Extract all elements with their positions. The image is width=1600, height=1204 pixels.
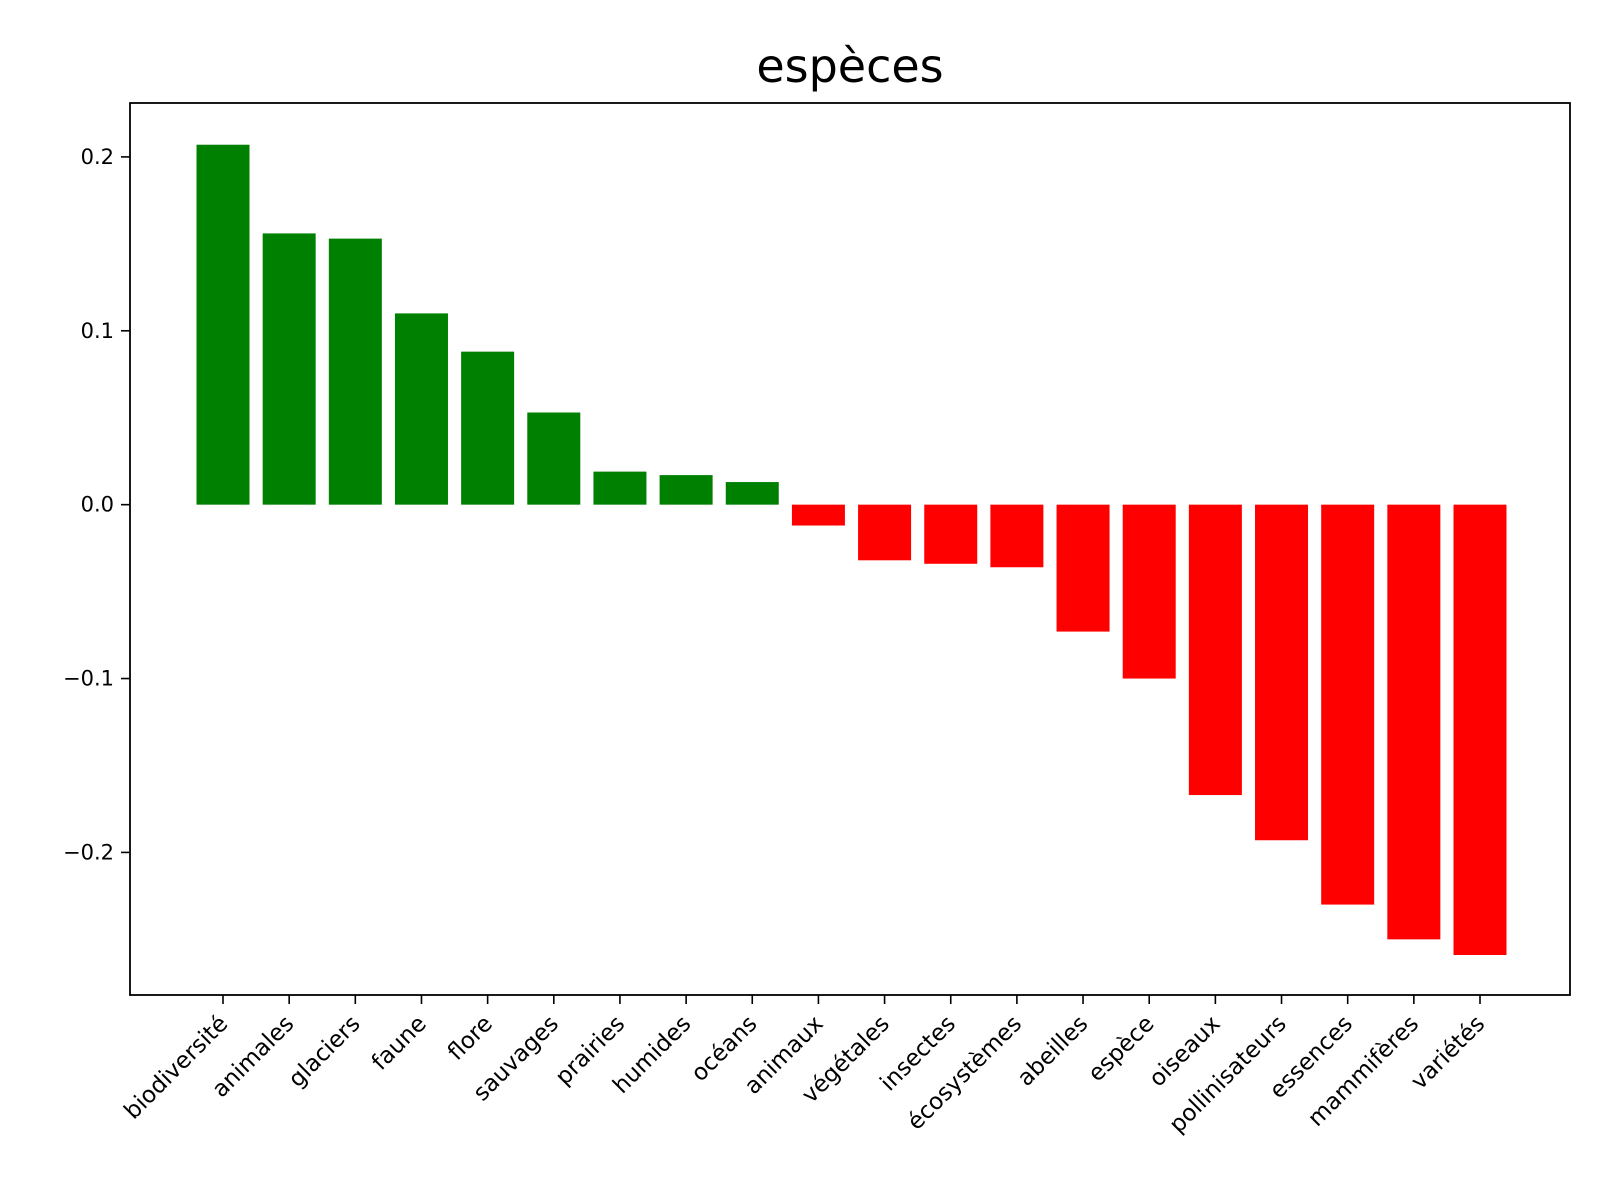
y-tick-label: 0.2 [81, 145, 114, 169]
x-tick-label: pollinisateurs [1164, 1011, 1291, 1138]
x-tick-label: faune [367, 1011, 432, 1076]
bar [924, 504, 978, 564]
bar [1188, 504, 1242, 796]
bar [1122, 504, 1176, 679]
x-tick-label: flore [443, 1011, 498, 1066]
bar [262, 233, 316, 505]
bar [659, 475, 713, 505]
bar [1056, 504, 1110, 632]
x-tick-label: abeilles [1013, 1011, 1094, 1092]
bar [527, 412, 581, 505]
bar [1321, 504, 1375, 905]
x-tick-label: glaciers [284, 1011, 366, 1093]
bar [196, 144, 250, 505]
x-tick-label: écosystèmes [903, 1011, 1028, 1136]
bar [461, 351, 515, 505]
x-tick-label: biodiversité [120, 1011, 234, 1125]
bar [725, 482, 779, 505]
x-tick-label: variétés [1406, 1011, 1490, 1095]
bars-layer [196, 144, 1507, 956]
bar [1387, 504, 1441, 940]
y-tick-label: −0.1 [63, 667, 114, 691]
bar [791, 504, 845, 526]
plot-frame [129, 102, 1571, 996]
y-tick-label: 0.1 [81, 319, 114, 343]
bar [394, 313, 448, 505]
bar [1255, 504, 1309, 841]
bar [858, 504, 912, 561]
bar [593, 471, 647, 505]
bar [328, 238, 382, 505]
y-axis: 0.2 0.1 0.0 −0.1 −0.2 [63, 145, 130, 864]
y-tick-label: 0.0 [81, 493, 114, 517]
chart-title: espèces [756, 39, 943, 93]
bar [990, 504, 1044, 568]
bar [1453, 504, 1507, 956]
y-tick-label: −0.2 [63, 840, 114, 864]
